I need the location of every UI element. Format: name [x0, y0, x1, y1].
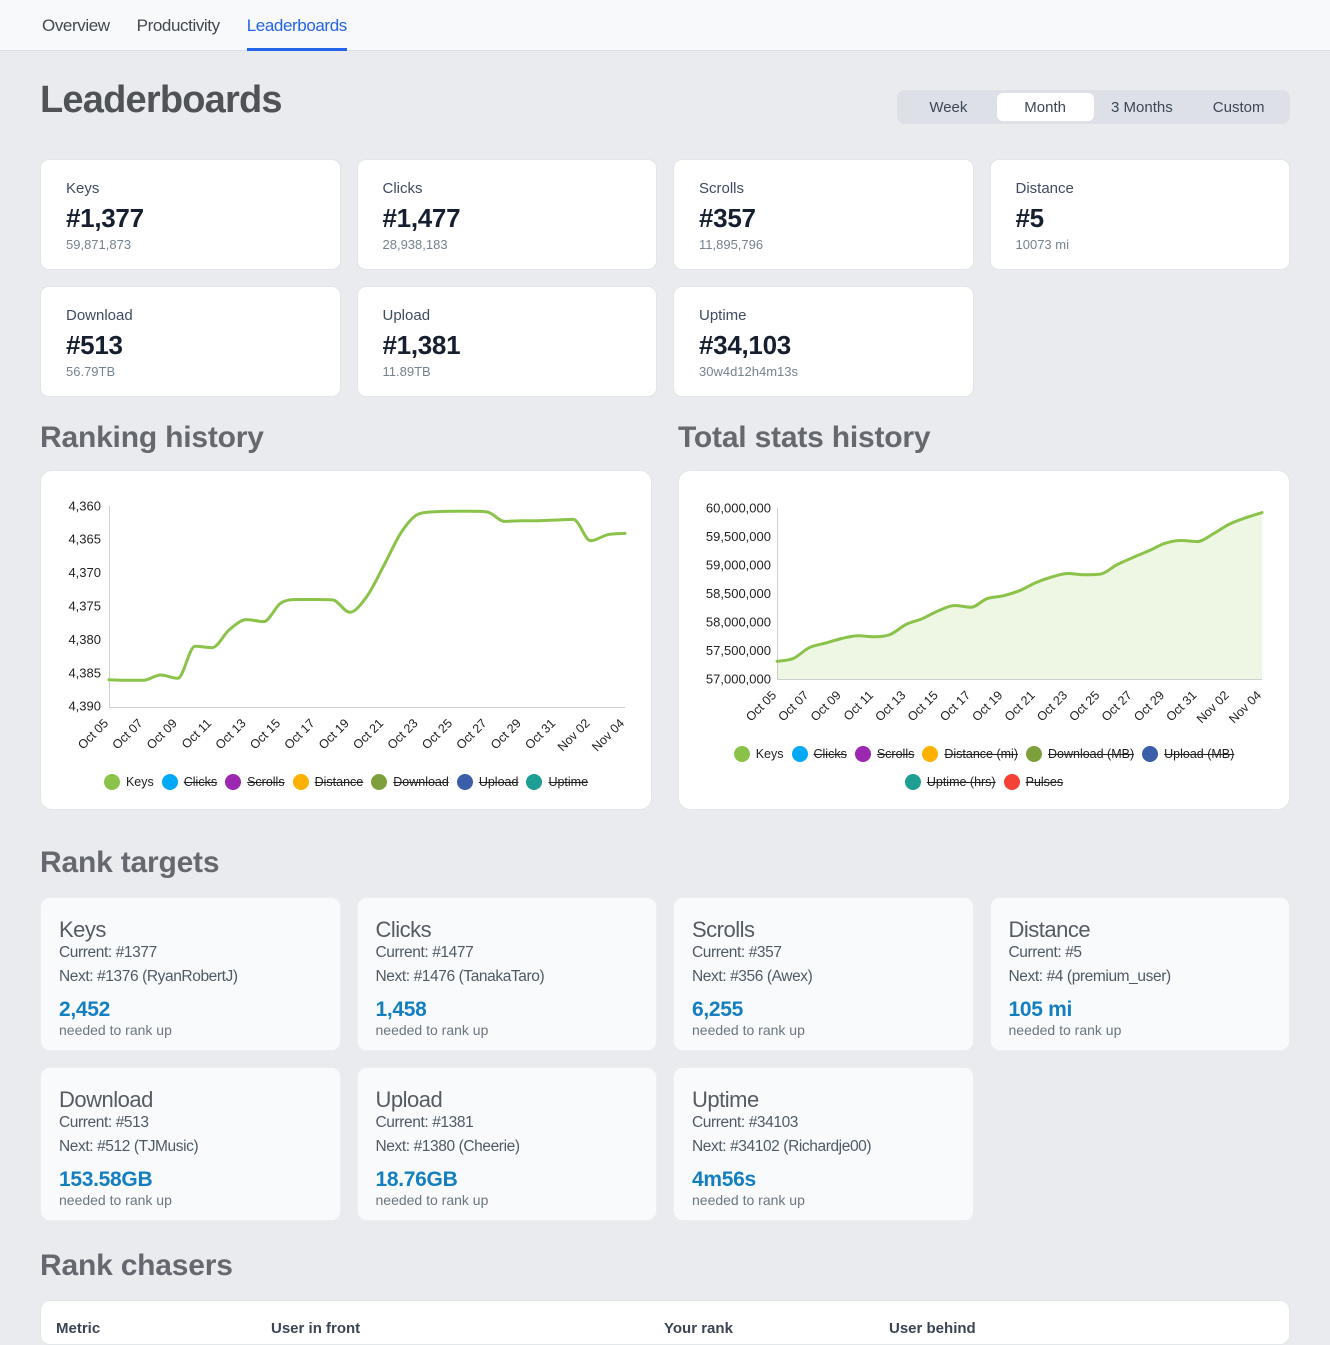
svg-text:Nov 02: Nov 02: [1194, 688, 1232, 726]
svg-text:4,365: 4,365: [68, 532, 101, 547]
svg-text:59,000,000: 59,000,000: [706, 557, 771, 572]
svg-text:Oct 17: Oct 17: [282, 716, 318, 752]
svg-text:4,375: 4,375: [68, 599, 101, 614]
svg-text:Oct 09: Oct 09: [144, 716, 180, 752]
svg-text:Nov 02: Nov 02: [555, 716, 593, 754]
svg-text:Oct 31: Oct 31: [522, 716, 558, 752]
svg-text:57,000,000: 57,000,000: [706, 671, 771, 686]
svg-text:Oct 19: Oct 19: [316, 716, 352, 752]
svg-text:Oct 15: Oct 15: [905, 688, 941, 724]
svg-text:57,500,000: 57,500,000: [706, 643, 771, 658]
svg-text:4,385: 4,385: [68, 665, 101, 680]
svg-text:58,000,000: 58,000,000: [706, 614, 771, 629]
svg-text:4,380: 4,380: [68, 632, 101, 647]
svg-text:Nov 04: Nov 04: [589, 716, 627, 754]
svg-text:Oct 07: Oct 07: [110, 716, 146, 752]
svg-text:Oct 23: Oct 23: [1034, 688, 1070, 724]
svg-text:4,370: 4,370: [68, 565, 101, 580]
svg-text:Oct 09: Oct 09: [808, 688, 844, 724]
svg-text:Oct 05: Oct 05: [743, 688, 779, 724]
svg-text:Oct 11: Oct 11: [841, 688, 876, 723]
svg-text:Oct 27: Oct 27: [1099, 688, 1135, 724]
svg-text:Oct 27: Oct 27: [454, 716, 490, 752]
svg-text:Nov 04: Nov 04: [1226, 688, 1264, 726]
svg-text:4,360: 4,360: [68, 498, 101, 513]
svg-text:Oct 29: Oct 29: [1131, 688, 1167, 724]
svg-text:4,390: 4,390: [68, 699, 101, 714]
svg-text:Oct 25: Oct 25: [1066, 688, 1102, 724]
svg-text:Oct 07: Oct 07: [775, 688, 811, 724]
svg-text:Oct 21: Oct 21: [1002, 688, 1038, 724]
svg-text:Oct 23: Oct 23: [385, 716, 421, 752]
svg-text:Oct 13: Oct 13: [872, 688, 908, 724]
svg-text:Oct 11: Oct 11: [179, 716, 214, 751]
svg-text:60,000,000: 60,000,000: [706, 500, 771, 515]
svg-text:Oct 29: Oct 29: [488, 716, 524, 752]
svg-text:Oct 25: Oct 25: [419, 716, 455, 752]
svg-text:Oct 05: Oct 05: [75, 716, 111, 752]
svg-text:Oct 31: Oct 31: [1163, 688, 1199, 724]
svg-text:58,500,000: 58,500,000: [706, 586, 771, 601]
svg-text:Oct 19: Oct 19: [969, 688, 1005, 724]
svg-text:Oct 15: Oct 15: [247, 716, 283, 752]
svg-text:Oct 13: Oct 13: [213, 716, 249, 752]
svg-text:Oct 17: Oct 17: [937, 688, 973, 724]
svg-text:59,500,000: 59,500,000: [706, 529, 771, 544]
svg-text:Oct 21: Oct 21: [350, 716, 386, 752]
